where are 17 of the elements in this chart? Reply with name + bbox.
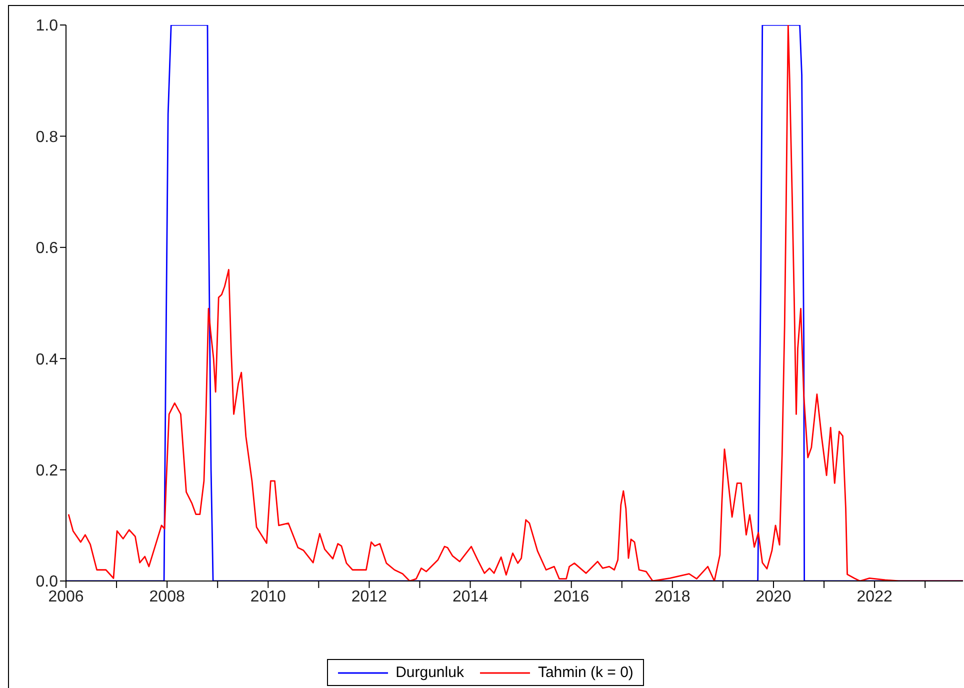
- legend-label: Durgunluk: [396, 664, 464, 681]
- x-tick-label: 2008: [149, 588, 185, 606]
- y-tick-label: 0.6: [36, 240, 58, 258]
- y-tick-label: 1.0: [36, 18, 58, 35]
- x-tick-label: 2022: [856, 588, 892, 606]
- x-tick-label: 2010: [250, 588, 286, 606]
- y-tick-label: 0.8: [36, 128, 58, 146]
- x-tick-label: 2014: [452, 588, 488, 606]
- x-tick-label: 2018: [654, 588, 690, 606]
- y-tick-label: 0.0: [36, 574, 58, 591]
- legend-label: Tahmin (k = 0): [538, 664, 634, 681]
- y-tick-label: 0.4: [36, 351, 58, 368]
- x-tick-label: 2020: [756, 588, 792, 606]
- y-tick-label: 0.2: [36, 462, 58, 480]
- x-tick-label: 2012: [351, 588, 388, 606]
- x-tick-label: 2016: [554, 588, 590, 606]
- x-tick-label: 2006: [48, 588, 84, 606]
